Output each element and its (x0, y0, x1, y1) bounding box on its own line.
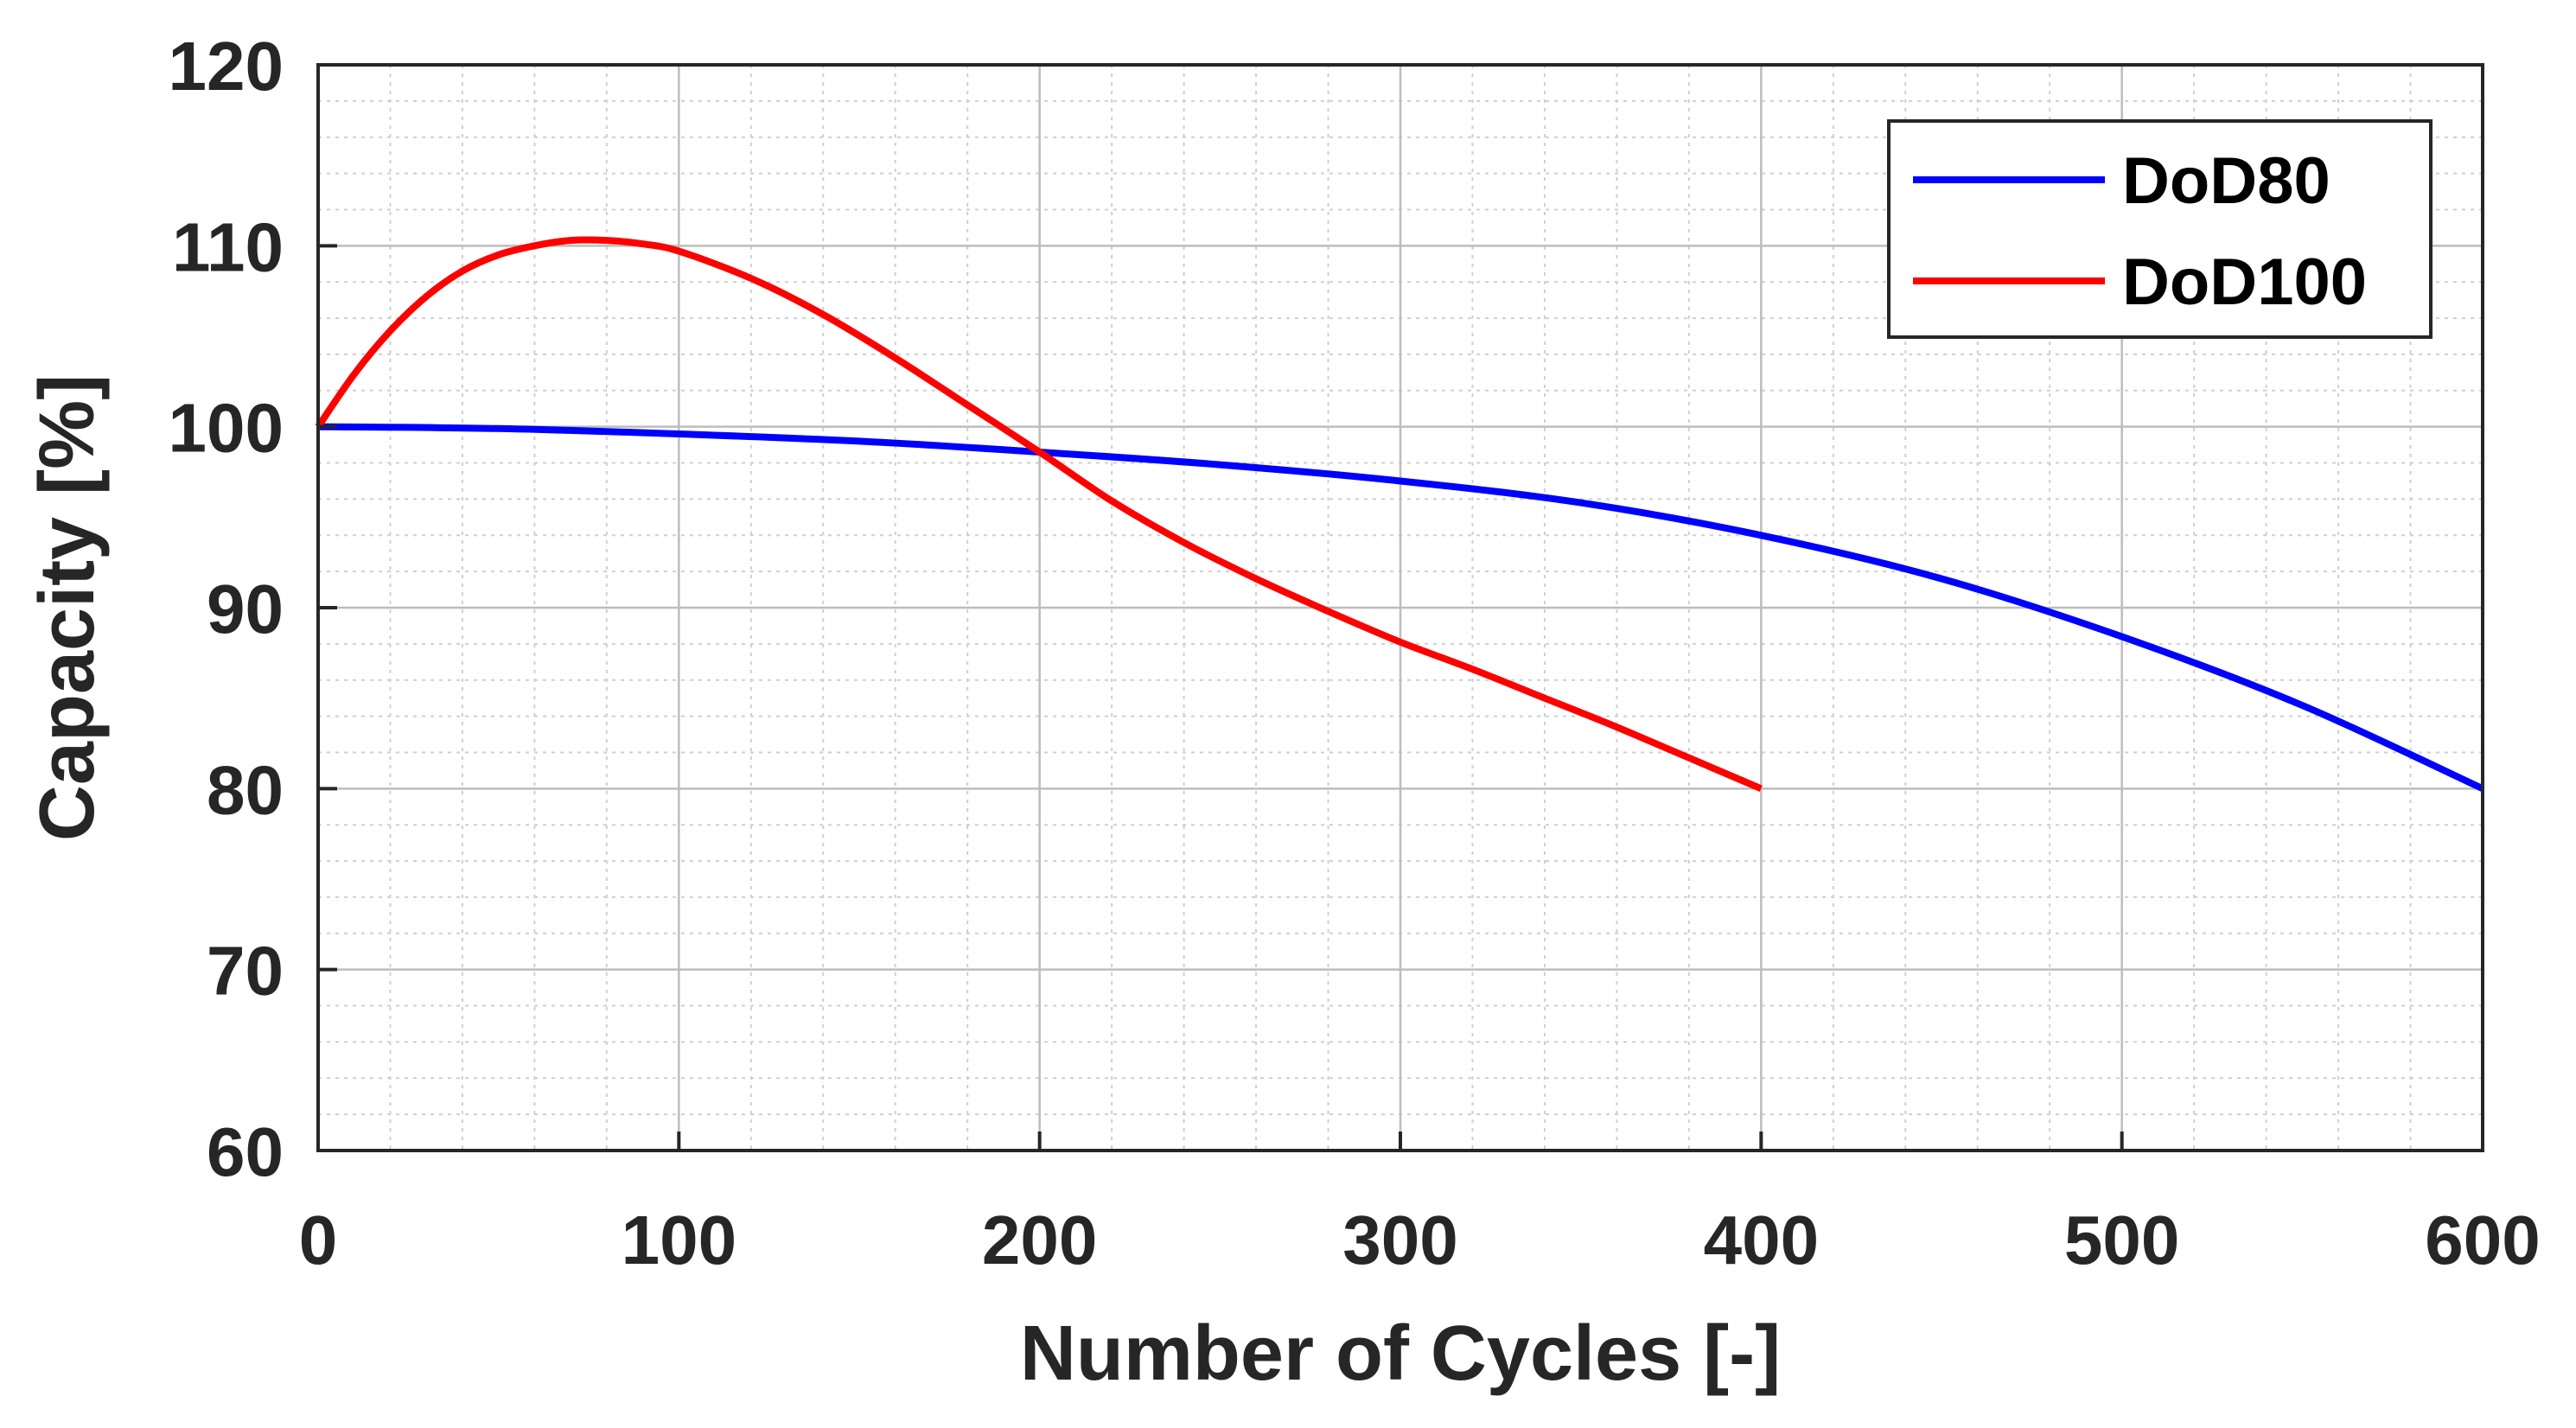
y-tick-label: 60 (207, 1113, 284, 1190)
legend: DoD80 DoD100 (1887, 119, 2433, 339)
y-tick-label: 100 (169, 390, 284, 467)
x-tick-label: 400 (1704, 1202, 1819, 1278)
y-tick-label: 80 (207, 751, 284, 828)
y-tick-label: 70 (207, 933, 284, 1010)
series-line-dod80 (317, 423, 2484, 792)
legend-box (1887, 119, 2433, 339)
legend-label-dod80: DoD80 (2122, 144, 2331, 218)
x-tick-label: 100 (622, 1202, 736, 1278)
x-axis-ticks: 0 100 200 300 400 500 600 (299, 1132, 2541, 1278)
y-axis-title: Capacity [%] (24, 374, 111, 841)
y-axis-ticks: 60 70 80 90 100 110 120 (169, 28, 337, 1190)
y-tick-label: 120 (169, 28, 284, 105)
legend-label-dod100: DoD100 (2122, 245, 2367, 319)
x-tick-label: 600 (2425, 1202, 2540, 1278)
series-layer (315, 236, 2484, 792)
x-axis-title: Number of Cycles [-] (1020, 1310, 1781, 1397)
x-tick-label: 500 (2064, 1202, 2179, 1278)
series-line-dod100 (315, 236, 1763, 792)
x-tick-label: 0 (299, 1202, 338, 1278)
y-tick-label: 110 (172, 208, 284, 285)
x-tick-label: 200 (982, 1202, 1097, 1278)
x-tick-label: 300 (1342, 1202, 1457, 1278)
y-tick-label: 90 (207, 571, 284, 647)
